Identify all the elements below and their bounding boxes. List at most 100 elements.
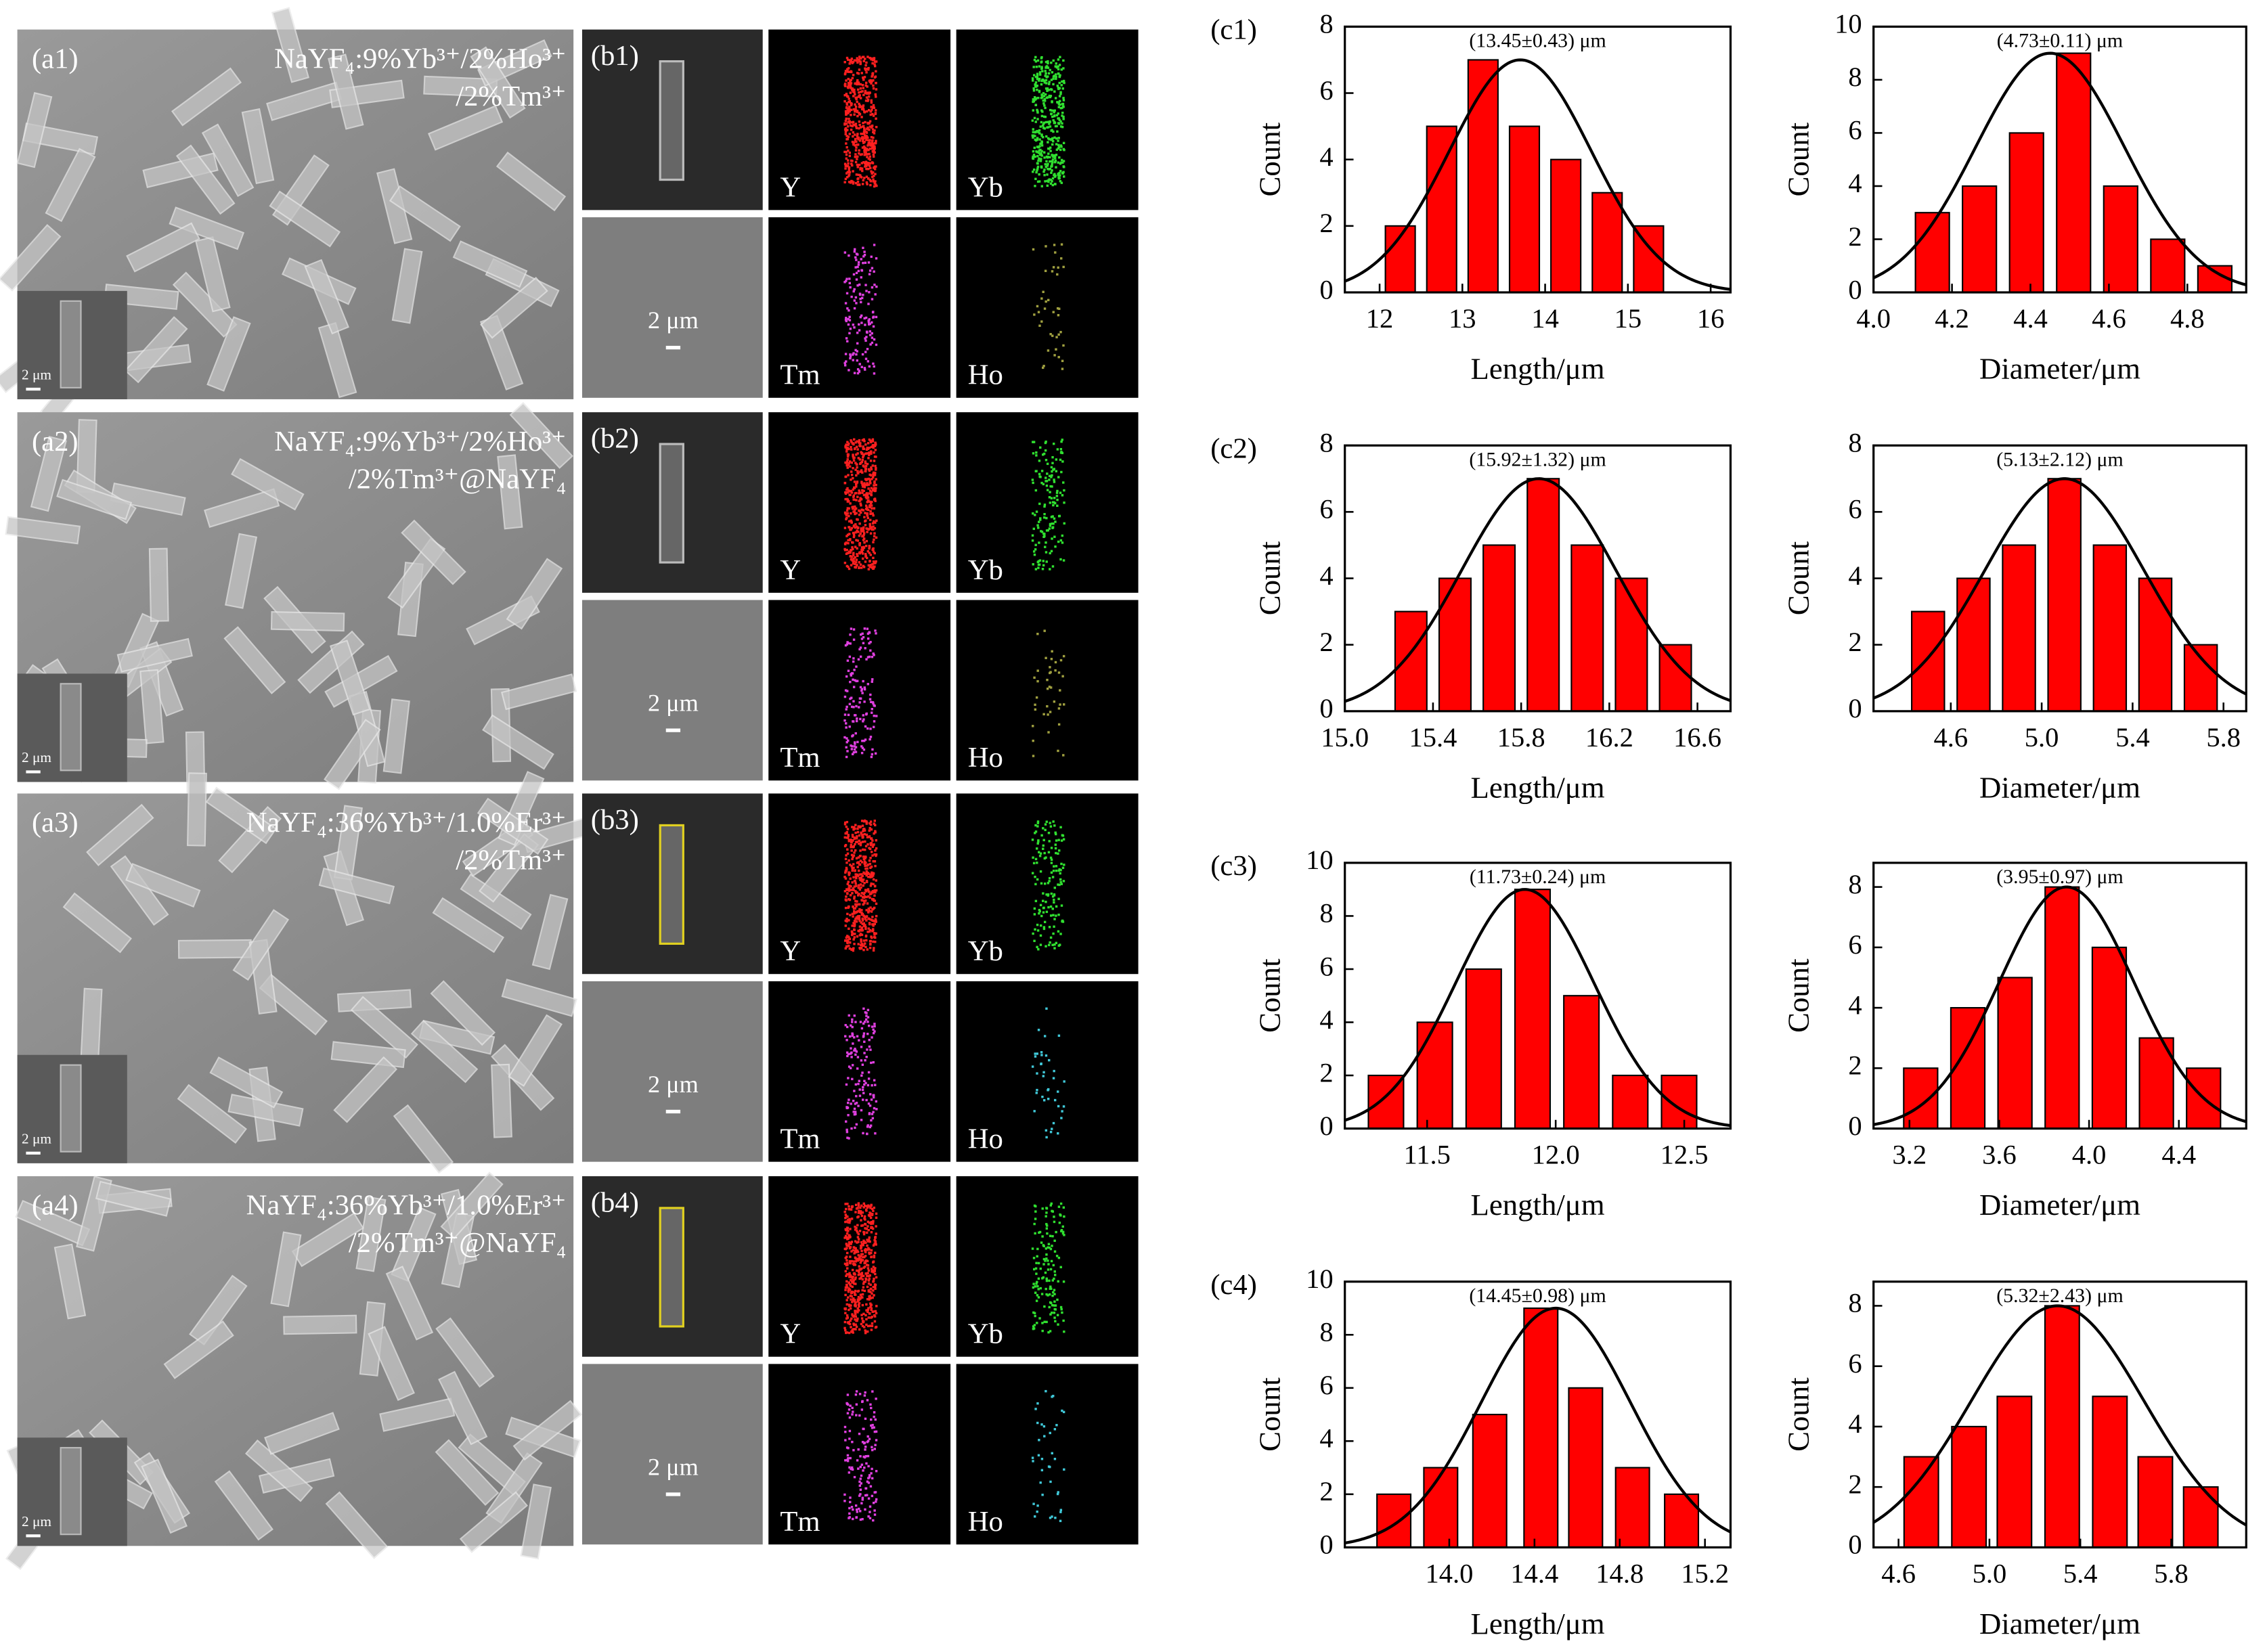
dot (854, 96, 857, 99)
dot (844, 821, 847, 824)
dot (1042, 827, 1044, 830)
dot (856, 827, 859, 830)
gray-cell (581, 1364, 763, 1545)
dot (853, 1324, 856, 1326)
dot (865, 492, 868, 495)
dot (866, 1206, 869, 1209)
dot (872, 114, 875, 117)
dot (1049, 1234, 1052, 1237)
dot (860, 912, 863, 914)
x-tick-label: 4.4 (2013, 303, 2048, 334)
dot (846, 164, 849, 168)
dot (1032, 932, 1034, 935)
dot (853, 928, 856, 931)
dot (852, 828, 855, 831)
dot (858, 127, 860, 130)
dot (1032, 154, 1036, 156)
dot (862, 1086, 864, 1089)
dot (1047, 882, 1050, 885)
dot (1061, 919, 1064, 922)
dot (870, 1204, 873, 1207)
dot (1036, 560, 1040, 564)
dot (846, 1262, 849, 1265)
dot (1038, 324, 1041, 327)
dot (1049, 686, 1053, 689)
dot (869, 1302, 872, 1305)
dot (1049, 485, 1052, 488)
dot (1036, 72, 1039, 75)
dot (850, 1241, 854, 1243)
dot (868, 291, 871, 294)
dot (854, 1315, 857, 1318)
dot (871, 678, 874, 681)
dot (864, 1227, 866, 1230)
dot (864, 1330, 868, 1333)
dot (870, 1406, 873, 1410)
dot (875, 139, 877, 143)
dot (859, 106, 862, 108)
dot (862, 893, 865, 896)
rod (329, 640, 371, 716)
dot (864, 872, 867, 875)
dot (1053, 865, 1055, 868)
dot (859, 153, 862, 156)
dot (847, 940, 850, 943)
dot (1053, 925, 1055, 928)
dot (874, 521, 877, 524)
dot (1061, 494, 1064, 497)
rod (506, 558, 563, 630)
dot (872, 1094, 875, 1096)
axes-frame (1872, 862, 2247, 1130)
dot (1037, 1454, 1040, 1457)
dot (850, 1280, 854, 1282)
dot (872, 87, 875, 90)
dot (860, 508, 863, 511)
dot (845, 920, 848, 923)
y-tick-label: 4 (1319, 560, 1333, 591)
dot (865, 820, 868, 823)
dot (858, 1277, 861, 1280)
dot (873, 132, 876, 135)
dot (858, 855, 862, 857)
dot (856, 158, 858, 160)
dot (864, 468, 868, 470)
dot (862, 828, 865, 830)
dot (861, 841, 864, 843)
dot (854, 1504, 858, 1507)
dot (852, 548, 854, 551)
dot (1059, 125, 1063, 128)
dot (1053, 1300, 1056, 1303)
dot (1040, 185, 1043, 187)
dot (875, 184, 878, 187)
dot (843, 94, 846, 97)
dot (861, 491, 864, 494)
dot (858, 1268, 861, 1270)
dot (853, 943, 856, 945)
dot (1035, 1092, 1038, 1094)
dot (870, 1231, 873, 1234)
dot (1042, 892, 1044, 895)
dot (1051, 1128, 1053, 1130)
dot (856, 1249, 859, 1252)
dot (1057, 139, 1059, 142)
dot (1059, 162, 1062, 165)
scale-bar (26, 1534, 41, 1538)
dot (849, 357, 852, 360)
dot (861, 353, 864, 356)
element-label: Tm (780, 742, 820, 774)
dot (873, 860, 877, 863)
x-tick-label: 12 (1366, 303, 1394, 334)
dot (867, 927, 870, 930)
bar (1467, 59, 1499, 294)
dot (846, 848, 849, 851)
dot (1045, 1007, 1048, 1010)
dot (865, 336, 868, 338)
dot (858, 903, 861, 906)
dot (868, 922, 871, 924)
dot (1051, 143, 1054, 146)
dot (861, 133, 864, 135)
dot (1060, 257, 1063, 260)
dot (1034, 514, 1036, 516)
rod (116, 638, 193, 673)
dot (865, 874, 868, 877)
